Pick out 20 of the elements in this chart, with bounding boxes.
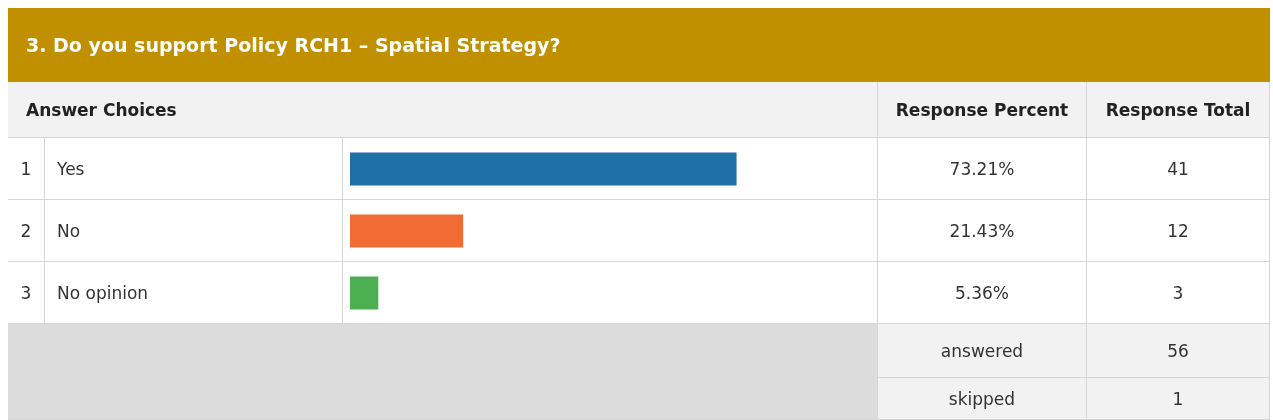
text: 56 [1167, 340, 1189, 361]
text: Answer Choices [26, 99, 177, 120]
text: 3 [20, 282, 32, 303]
text: 3 [1172, 282, 1184, 303]
text: 1 [1172, 388, 1184, 409]
text: 12 [1167, 220, 1189, 241]
text: 2 [20, 220, 32, 241]
data-label: 21.43% [949, 220, 1015, 241]
y-tick-label: No [57, 220, 81, 241]
chart-title: 3. Do you support Policy RCH1 – Spatial Strategy? [8, 8, 1270, 82]
y-tick-label: No opinion [57, 282, 149, 303]
text: 1 [20, 158, 32, 179]
text: answered [940, 340, 1024, 361]
text: skipped [948, 388, 1016, 409]
data-label: 73.21% [949, 158, 1015, 179]
data-label: 5.36% [954, 282, 1009, 303]
text: Response Percent [895, 99, 1069, 120]
text: Response Total [1105, 99, 1251, 120]
text: 41 [1167, 158, 1189, 179]
y-tick-label: Yes [57, 158, 85, 179]
